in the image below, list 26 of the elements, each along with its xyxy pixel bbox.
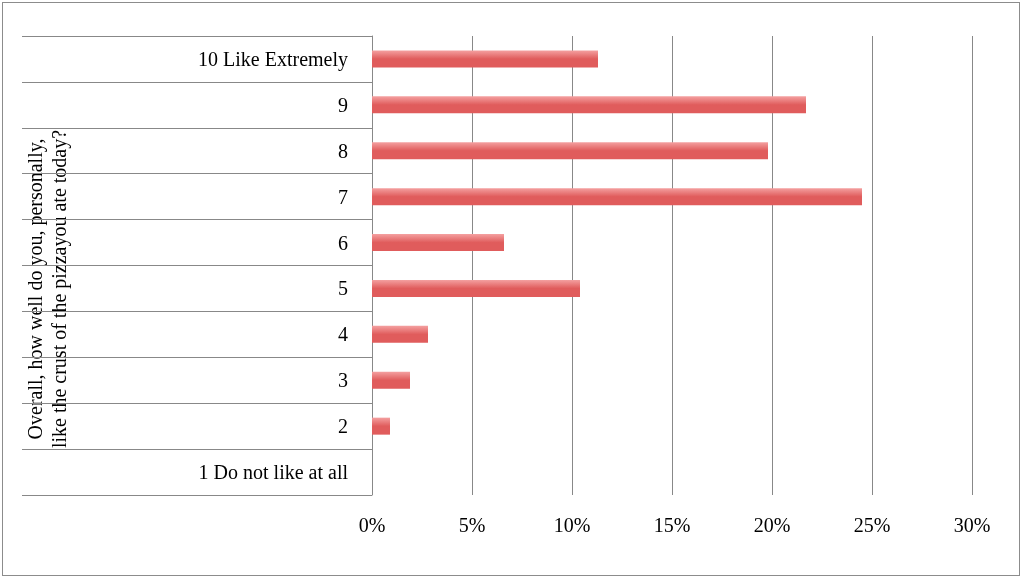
x-tick-label: 15% [653, 514, 691, 536]
bar [372, 325, 428, 343]
bar [372, 371, 410, 389]
x-tick-label: 10% [553, 514, 591, 536]
x-tick-label: 25% [853, 514, 891, 536]
y-tick-label: 7 [338, 185, 348, 208]
y-tick-label: 5 [338, 277, 348, 300]
x-tick-label: 30% [953, 514, 991, 536]
bar [372, 188, 862, 206]
y-tick-label: 6 [338, 231, 348, 254]
bar [372, 96, 806, 114]
x-tick-label: 0% [358, 514, 386, 536]
y-tick-label: 8 [338, 139, 348, 162]
bar [372, 279, 580, 297]
y-tick-label: 2 [338, 415, 348, 438]
y-tick-label: 3 [338, 369, 348, 392]
y-tick-label: 1 Do not like at all [198, 461, 349, 484]
bar [372, 417, 390, 435]
y-tick-label: 9 [338, 93, 348, 116]
y-tick-label: 4 [338, 323, 348, 346]
x-tick-label: 5% [458, 514, 486, 536]
bar [372, 142, 768, 160]
bar [372, 50, 598, 68]
x-tick-label: 20% [753, 514, 791, 536]
y-tick-label: 10 Like Extremely [198, 47, 348, 71]
bar [372, 234, 504, 252]
